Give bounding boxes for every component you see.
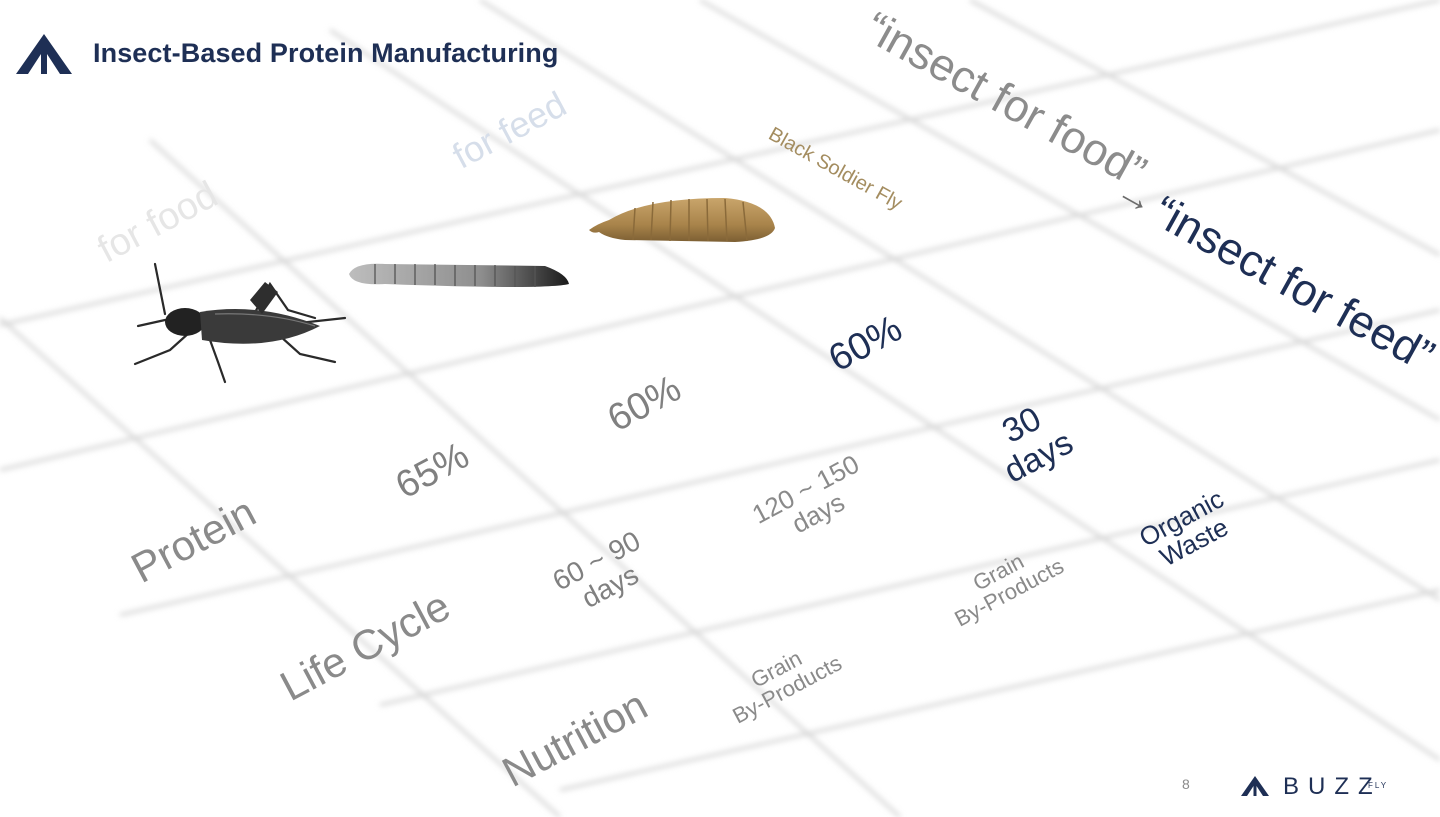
buzzfly-logo-icon: [16, 34, 72, 74]
page-title: Insect-Based Protein Manufacturing: [93, 38, 559, 68]
black-soldier-fly-larva-image: [589, 198, 775, 242]
cricket-image: [133, 262, 347, 384]
footer-brand-name: BUZZ: [1283, 773, 1382, 800]
footer-brand-sub: FLY: [1368, 781, 1389, 790]
mealworm-image: [349, 263, 569, 287]
buzzfly-footer-logo-icon: [1241, 776, 1269, 796]
page-number: 8: [1182, 776, 1190, 792]
